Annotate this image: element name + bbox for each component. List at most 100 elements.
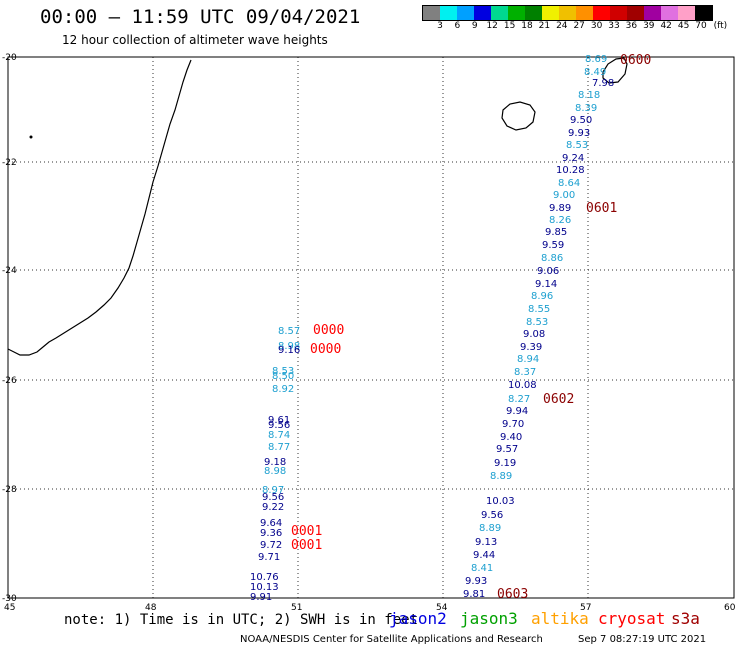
lat-tick-label: -24 (2, 266, 17, 276)
swh-observation: 9.56 (262, 492, 284, 503)
swh-observation: 10.28 (556, 165, 585, 176)
lon-tick-label: 54 (436, 603, 448, 613)
colorbar-swatch (627, 6, 644, 20)
legend-jason2: jason2 (389, 609, 447, 628)
swh-observation: 10.08 (508, 380, 537, 391)
colorbar-tick-label: 12 (486, 21, 498, 31)
swh-observation: 9.56 (268, 420, 290, 431)
credit-text: NOAA/NESDIS Center for Satellite Applica… (240, 634, 543, 645)
colorbar-swatch (661, 6, 678, 20)
colorbar-swatch (559, 6, 576, 20)
swh-observation: 8.86 (541, 253, 563, 264)
coastlines (7, 57, 628, 356)
swh-observation: 9.00 (553, 190, 575, 201)
colorbar-tick-label: 45 (677, 21, 690, 31)
colorbar-swatch (423, 6, 440, 20)
footer-note: note: 1) Time is in UTC; 2) SWH is in fe… (64, 612, 419, 628)
map-grid (8, 57, 734, 598)
colorbar-swatch (678, 6, 695, 20)
colorbar-tick-label: 27 (573, 21, 585, 31)
swh-observation: 9.44 (473, 550, 495, 561)
swh-observation: 8.57 (278, 326, 300, 337)
mauritius-island (602, 57, 628, 84)
swh-observation: 8.55 (528, 304, 550, 315)
map-frame (7, 56, 735, 599)
colorbar-swatch (542, 6, 559, 20)
swh-observation: 9.24 (562, 153, 584, 164)
swh-observation: 8.96 (531, 291, 553, 302)
swh-observation: 10.13 (250, 582, 279, 593)
swh-observation: 8.77 (268, 442, 290, 453)
lon-tick-label: 60 (724, 603, 736, 613)
page-subtitle: 12 hour collection of altimeter wave hei… (62, 33, 328, 47)
swh-observation: 9.71 (258, 552, 280, 563)
track-time-label: 0603 (497, 587, 528, 602)
swh-observation: 8.89 (490, 471, 512, 482)
colorbar-swatch (457, 6, 474, 20)
swh-observation: 9.57 (496, 444, 518, 455)
colorbar-swatch (695, 6, 712, 20)
legend-s3a: s3a (671, 609, 700, 628)
swh-observation: 9.91 (250, 592, 272, 603)
swh-observation: 8.69 (585, 54, 607, 65)
swh-observation: 8.64 (558, 178, 580, 189)
colorbar-tick-label: 6 (454, 21, 461, 31)
swh-observation: 9.40 (500, 432, 522, 443)
lat-tick-label: -20 (2, 53, 17, 63)
swh-observation: 8.98 (264, 466, 286, 477)
colorbar-tick-label: 42 (660, 21, 672, 31)
swh-observation: 9.93 (568, 128, 590, 139)
lat-tick-label: -26 (2, 376, 17, 386)
track-time-label: 0600 (620, 53, 651, 68)
swh-observation: 10.76 (250, 572, 279, 583)
colorbar-tick-label: 24 (556, 21, 568, 31)
colorbar-tick-label: 39 (643, 21, 655, 31)
colorbar-swatch (491, 6, 508, 20)
colorbar-tick-label: 36 (625, 21, 638, 31)
swh-observation: 9.64 (260, 518, 282, 529)
swh-observation: 10.03 (486, 496, 515, 507)
swh-observation: 9.81 (463, 589, 485, 600)
lon-tick-label: 48 (145, 603, 157, 613)
colorbar-tick-label: 70 (695, 21, 707, 31)
swh-observation: 7.98 (592, 78, 614, 89)
swh-observation: 8.49 (584, 67, 606, 78)
swh-observation: 9.16 (278, 345, 300, 356)
colorbar-swatch (508, 6, 525, 20)
track-time-label: 0601 (586, 201, 617, 216)
swh-observation: 9.22 (262, 502, 284, 513)
swh-observation: 8.37 (514, 367, 536, 378)
track-time-label: 0000 (310, 342, 341, 357)
swh-observation: 8.74 (268, 430, 290, 441)
swh-observation: 8.26 (549, 215, 571, 226)
swh-observation: 9.93 (465, 576, 487, 587)
swh-observation: 8.98 (278, 341, 300, 352)
track-time-label: 0602 (543, 392, 574, 407)
colorbar-tick-label: 30 (590, 21, 603, 31)
colorbar-tick-label: 9 (471, 21, 478, 31)
observations: 8.578.989.168.538.508.929.619.568.748.77… (250, 53, 651, 603)
colorbar-swatch (440, 6, 457, 20)
swh-observation: 9.61 (268, 415, 290, 426)
generated-timestamp: Sep 7 08:27:19 UTC 2021 (578, 634, 707, 645)
swh-observation: 9.18 (264, 457, 286, 468)
islet (29, 135, 33, 139)
colorbar-unit: (ft) (713, 21, 728, 31)
colorbar-swatch (576, 6, 593, 20)
legend-cryosat: cryosat (598, 609, 666, 628)
track-time-label: 0001 (291, 524, 322, 539)
swh-observation: 8.92 (272, 384, 294, 395)
swh-observation: 8.53 (566, 140, 588, 151)
swh-observation: 9.72 (260, 540, 282, 551)
swh-observation: 9.56 (481, 510, 503, 521)
colorbar-tick-label: 3 (437, 21, 443, 31)
colorbar-tick-label: 15 (503, 21, 516, 31)
swh-observation: 8.53 (526, 317, 548, 328)
swh-observation: 9.36 (260, 528, 282, 539)
legend-jason3: jason3 (460, 609, 518, 628)
swh-observation: 8.50 (272, 371, 294, 382)
map-border (7, 56, 735, 599)
swh-observation: 8.53 (272, 366, 294, 377)
